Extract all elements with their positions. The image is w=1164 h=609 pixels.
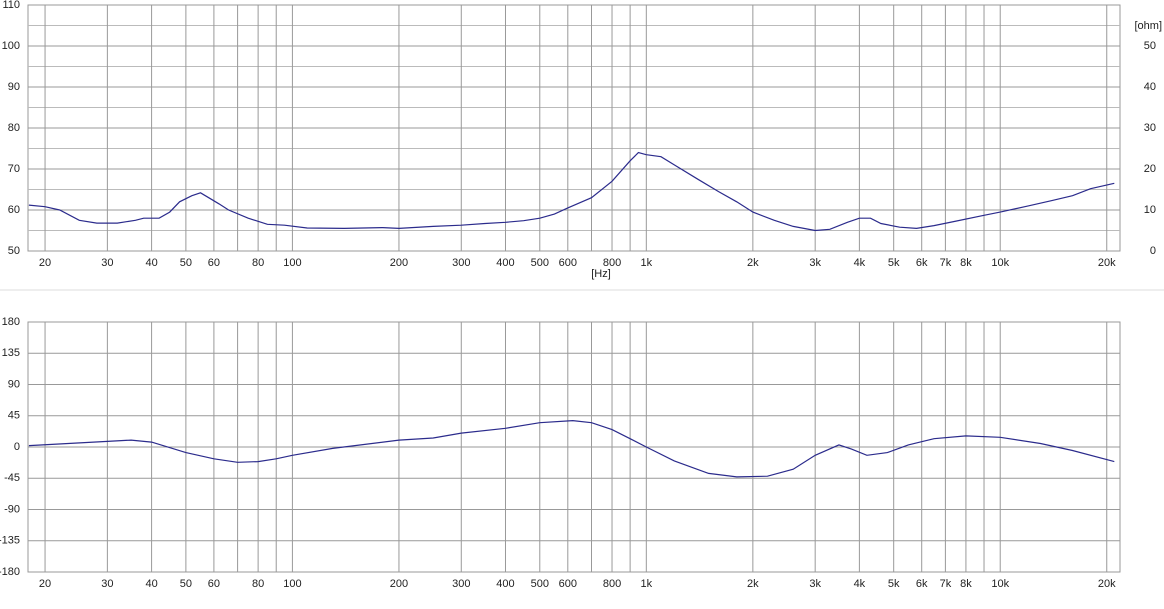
y-tick-label: 45 <box>8 410 20 422</box>
x-tick-label: 30 <box>101 257 113 269</box>
x-tick-label: 4k <box>854 578 866 590</box>
y-tick-label: -135 <box>0 535 20 547</box>
y2-tick-label: 10 <box>1144 204 1156 216</box>
y2-tick-label: 0 <box>1150 245 1156 257</box>
y-tick-label: 80 <box>8 122 20 134</box>
x-tick-label: 20k <box>1098 257 1116 269</box>
x-tick-label: 600 <box>559 257 577 269</box>
y-tick-label: 70 <box>8 163 20 175</box>
y-tick-label: 60 <box>8 204 20 216</box>
data-line <box>28 419 1115 478</box>
y2-tick-label: 40 <box>1144 81 1156 93</box>
x-tick-label: 200 <box>390 578 408 590</box>
x-tick-label: 100 <box>283 578 301 590</box>
x-tick-label: 60 <box>208 257 220 269</box>
y-tick-label: 90 <box>8 81 20 93</box>
y-tick-label: 0 <box>14 441 20 453</box>
x-tick-label: 5k <box>888 257 900 269</box>
x-tick-label: 400 <box>496 578 514 590</box>
x-axis-label: [Hz] <box>591 268 611 280</box>
x-tick-label: 100 <box>283 257 301 269</box>
x-tick-label: 600 <box>559 578 577 590</box>
x-tick-label: 200 <box>390 257 408 269</box>
x-tick-label: 4k <box>854 257 866 269</box>
x-tick-label: 10k <box>991 578 1009 590</box>
x-tick-label: 800 <box>603 578 621 590</box>
x-tick-label: 400 <box>496 257 514 269</box>
y2-tick-label: 20 <box>1144 163 1156 175</box>
y-tick-label: -180 <box>0 566 20 578</box>
y2-axis-label: [ohm] <box>1134 20 1162 32</box>
x-tick-label: 500 <box>531 578 549 590</box>
y2-tick-label: 30 <box>1144 122 1156 134</box>
x-tick-label: 6k <box>916 578 928 590</box>
x-tick-label: 1k <box>641 578 653 590</box>
x-tick-label: 10k <box>991 257 1009 269</box>
x-tick-label: 8k <box>960 578 972 590</box>
x-tick-label: 30 <box>101 578 113 590</box>
x-tick-label: 20 <box>39 257 51 269</box>
x-tick-label: 5k <box>888 578 900 590</box>
x-tick-label: 20k <box>1098 578 1116 590</box>
x-tick-label: 7k <box>940 257 952 269</box>
y-tick-label: 110 <box>2 0 20 11</box>
x-tick-label: 300 <box>452 257 470 269</box>
y-tick-label: 100 <box>2 40 20 52</box>
x-tick-label: 3k <box>809 257 821 269</box>
y-tick-label: -90 <box>4 503 20 515</box>
x-tick-label: 40 <box>145 578 157 590</box>
x-tick-label: 1k <box>641 257 653 269</box>
x-tick-label: 80 <box>252 578 264 590</box>
y-tick-label: -45 <box>4 472 20 484</box>
x-tick-label: 3k <box>809 578 821 590</box>
x-tick-label: 2k <box>747 257 759 269</box>
data-line <box>28 151 1115 232</box>
y-tick-label: 180 <box>2 316 20 328</box>
x-tick-label: 2k <box>747 578 759 590</box>
y-tick-label: 135 <box>2 347 20 359</box>
x-tick-label: 7k <box>940 578 952 590</box>
x-tick-label: 40 <box>145 257 157 269</box>
x-tick-label: 20 <box>39 578 51 590</box>
x-tick-label: 8k <box>960 257 972 269</box>
x-tick-label: 800 <box>603 257 621 269</box>
x-tick-label: 60 <box>208 578 220 590</box>
x-tick-label: 80 <box>252 257 264 269</box>
x-tick-label: 6k <box>916 257 928 269</box>
y-tick-label: 90 <box>8 378 20 390</box>
y2-tick-label: 50 <box>1144 40 1156 52</box>
x-tick-label: 50 <box>180 578 192 590</box>
x-tick-label: 50 <box>180 257 192 269</box>
x-tick-label: 300 <box>452 578 470 590</box>
y-tick-label: 50 <box>8 245 20 257</box>
x-tick-label: 500 <box>531 257 549 269</box>
